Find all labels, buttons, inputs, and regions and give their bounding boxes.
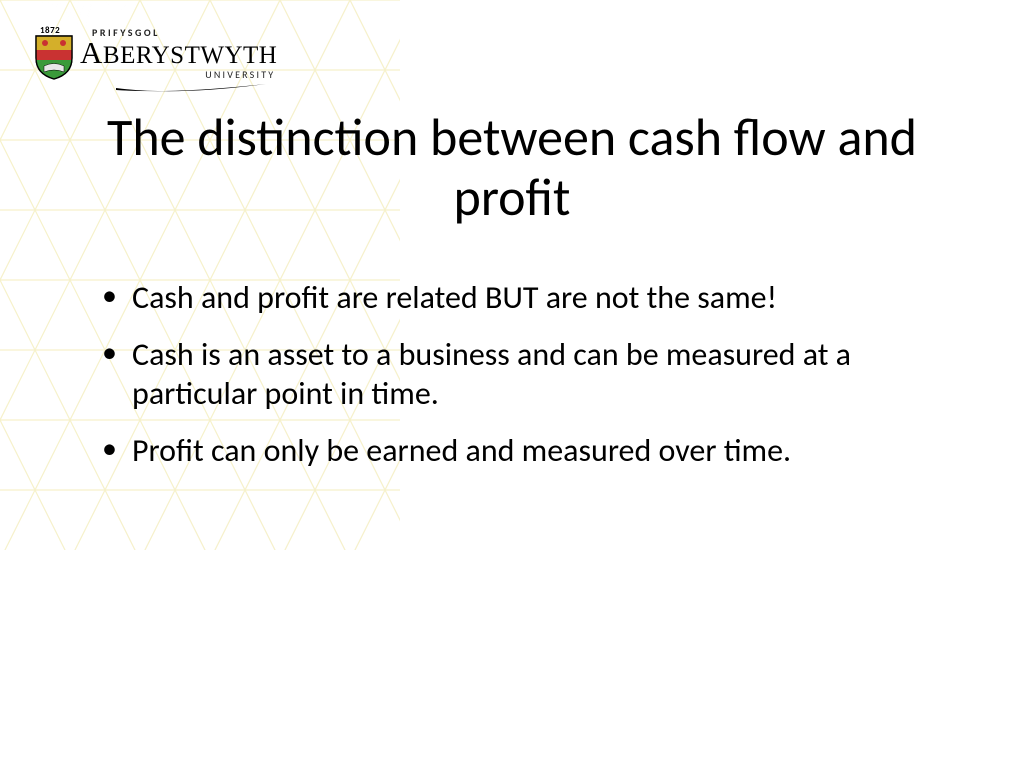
- logo-swoosh-icon: [116, 82, 266, 96]
- slide-title: The distinction between cash flow and pr…: [80, 108, 944, 228]
- logo-prifysgol: PRIFYSGOL: [92, 26, 277, 39]
- logo-shield: 1872: [34, 28, 74, 80]
- logo-year: 1872: [40, 25, 60, 36]
- bullet-item: Cash and profit are related BUT are not …: [90, 278, 954, 317]
- logo-university-name: ABERYSTWYTH: [80, 40, 277, 66]
- bullet-item: Profit can only be earned and measured o…: [90, 431, 954, 470]
- university-logo: 1872 PRIFYSGOL ABERYSTWYTH UNIVERSITY: [34, 28, 277, 81]
- logo-university-label: UNIVERSITY: [80, 68, 275, 81]
- logo-text-block: PRIFYSGOL ABERYSTWYTH UNIVERSITY: [80, 26, 277, 81]
- bullet-item: Cash is an asset to a business and can b…: [90, 335, 954, 413]
- slide-body: Cash and profit are related BUT are not …: [90, 278, 954, 488]
- bullet-list: Cash and profit are related BUT are not …: [90, 278, 954, 470]
